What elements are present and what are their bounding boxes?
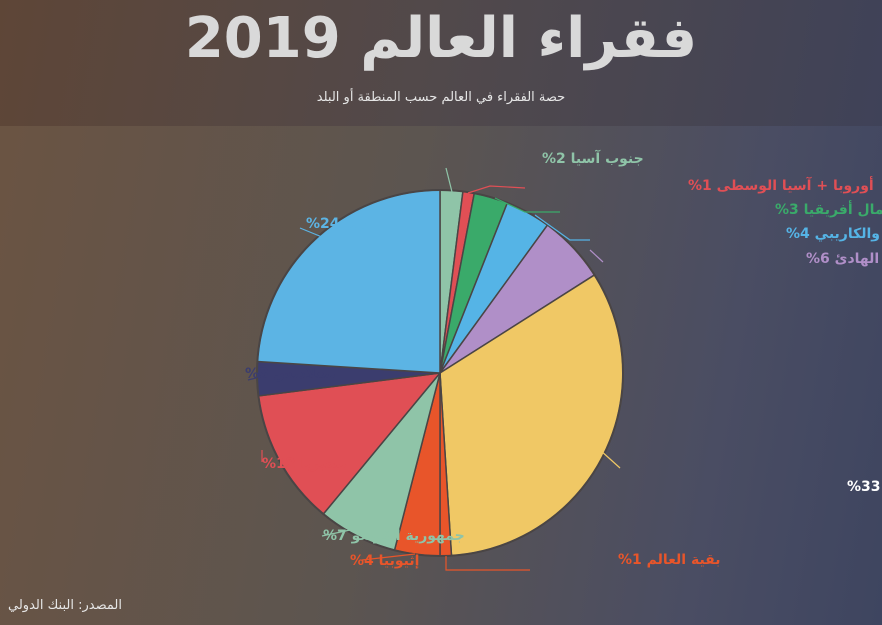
slice-label: أفريقيا جنوب الصحراء الكبرى 33% <box>847 477 882 495</box>
slice-label: جمهورية الكونغو 7% <box>323 528 465 544</box>
slice-label: بقية العالم 1% <box>618 552 721 568</box>
slice-label: جنوب آسيا 2% <box>542 149 644 167</box>
slice-label: إثيوبيا 4% <box>350 553 419 569</box>
leader-line <box>467 185 526 194</box>
slice-label: أوروبا + آسيا الوسطى 1% <box>688 176 874 194</box>
slice-label: الشرق الأوسط وشمال أفريقيا 3% <box>775 200 882 218</box>
leader-line <box>445 167 453 193</box>
leader-line <box>247 377 257 381</box>
slice-label: أمريكا اللاتينية والكاريبي 4% <box>786 224 882 242</box>
leader-line <box>589 249 604 263</box>
source-note: المصدر: البنك الدولي <box>8 598 122 613</box>
leader-line <box>321 529 351 537</box>
leader-line <box>445 556 530 571</box>
slice-label: بنغلاديش 3% <box>245 366 335 382</box>
slice-label: شرق آسيا والمحيط الهادئ 6% <box>806 249 882 267</box>
header-band <box>0 0 882 126</box>
pie-outline <box>256 189 624 557</box>
leader-line <box>299 227 323 238</box>
leader-line <box>534 214 590 241</box>
leader-line <box>599 449 621 469</box>
leader-line <box>361 553 416 561</box>
chart-subtitle: حصة الفقراء في العالم حسب المنطقة أو الب… <box>316 90 566 105</box>
slice-label: نيجيريا 12% <box>262 456 346 472</box>
leader-line <box>494 197 560 213</box>
slice-label: الهند 24% <box>306 216 378 232</box>
chart-title: فقراء العالم 2019 <box>184 6 698 71</box>
